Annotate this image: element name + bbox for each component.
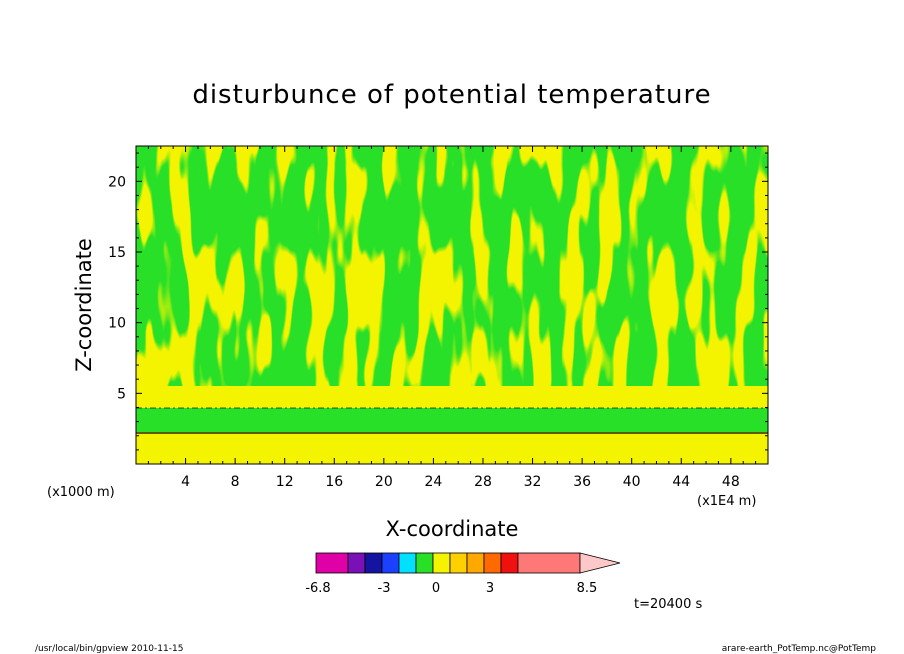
x-tick-label: 16 (325, 474, 343, 490)
x-tick-label: 36 (573, 474, 591, 490)
colorbar-tick-label: -6.8 (305, 581, 330, 596)
footer-right: arare-earth_PotTemp.nc@PotTemp (722, 644, 877, 654)
colorbar-tick-label: 3 (486, 581, 494, 596)
x-tick-label: 44 (672, 474, 690, 490)
z-tick-label: 20 (108, 174, 126, 190)
z-tick-label: 10 (108, 316, 126, 332)
chart-title: disturbunce of potential temperature (192, 80, 711, 110)
positive-layer-upper (136, 386, 768, 408)
x-tick-label: 48 (722, 474, 740, 490)
colorbar-swatch (381, 552, 400, 574)
plot-area (136, 146, 768, 464)
z-tick-label: 15 (108, 245, 126, 261)
x-tick-label: 24 (424, 474, 442, 490)
x-tick-label: 32 (524, 474, 542, 490)
colorbar-swatch (432, 552, 451, 574)
x-tick-label: 28 (474, 474, 492, 490)
colorbar-swatch (466, 552, 485, 574)
z-tick-label: 5 (117, 386, 126, 402)
colorbar-swatch (347, 552, 366, 574)
z-units-label: (x1000 m) (47, 485, 115, 500)
positive-plumes (136, 146, 768, 408)
z-axis: 5 10 15 20 (108, 152, 768, 451)
colorbar-swatch (415, 552, 434, 574)
colorbar-tick-label: 0 (432, 581, 440, 596)
x-axis: 4 8 12 16 20 24 28 32 36 40 44 48 (147, 146, 757, 490)
colorbar-swatch (364, 552, 383, 574)
colorbar-swatch (517, 552, 581, 574)
plot-frame (135, 145, 769, 465)
footer-left: /usr/local/bin/gpview 2010-11-15 (35, 644, 183, 654)
x-tick-label: 12 (276, 474, 294, 490)
colorbar-swatch (500, 552, 519, 574)
colorbar-swatch (483, 552, 502, 574)
x-axis-label: X-coordinate (386, 517, 519, 541)
colorbar-extend-arrow (579, 552, 621, 574)
colorbar-tick-label: -3 (378, 581, 391, 596)
x-tick-label: 40 (623, 474, 641, 490)
time-label: t=20400 s (634, 597, 702, 612)
x-units-label: (x1E4 m) (697, 494, 756, 509)
x-tick-label: 4 (181, 474, 190, 490)
x-tick-label: 8 (231, 474, 240, 490)
colorbar-swatch (315, 552, 349, 574)
y-axis-label: Z-coordinate (72, 238, 96, 372)
colorbar-swatch (398, 552, 417, 574)
positive-layer-lower (136, 432, 768, 464)
colorbar-tick-label: 8.5 (577, 581, 598, 596)
colorbar-swatch (449, 552, 468, 574)
x-tick-label: 20 (375, 474, 393, 490)
colorbar: -6.8 -3 0 3 8.5 (305, 552, 621, 596)
